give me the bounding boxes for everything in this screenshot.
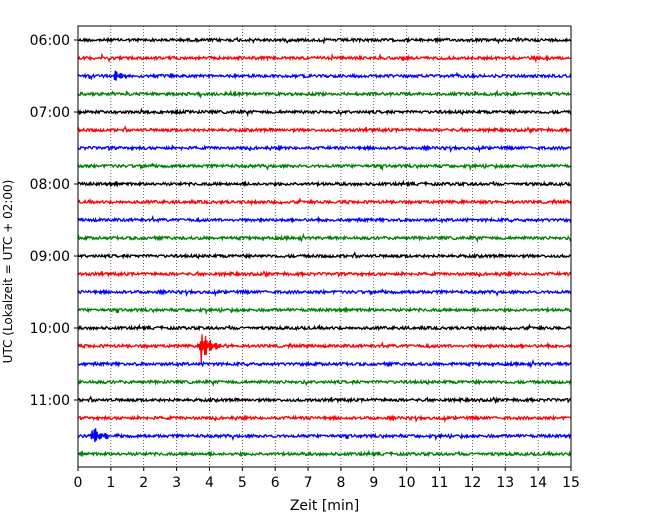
x-tick-label: 4 <box>205 475 214 491</box>
trace-1100 <box>77 395 572 405</box>
trace-0600 <box>78 36 571 45</box>
trace-0715 <box>77 125 572 134</box>
trace-0745 <box>77 162 572 172</box>
y-tick-label: 09:00 <box>30 249 70 265</box>
x-tick-label: 7 <box>304 475 313 491</box>
trace-1115 <box>77 413 572 424</box>
trace-0830 <box>77 214 572 224</box>
trace-0730 <box>77 143 572 154</box>
y-tick-label: 08:00 <box>30 177 70 193</box>
y-tick-label: 11:00 <box>30 393 70 409</box>
trace-0700 <box>77 107 572 118</box>
trace-0930 <box>77 288 572 298</box>
x-tick-label: 14 <box>529 475 547 491</box>
x-tick-label: 2 <box>139 475 148 491</box>
trace-0815 <box>77 197 572 207</box>
trace-1030 <box>77 358 572 370</box>
trace-0900 <box>77 251 572 260</box>
trace-0915 <box>77 269 572 279</box>
trace-1130 <box>77 428 572 443</box>
trace-1045 <box>77 378 572 388</box>
x-tick-label: 11 <box>431 475 449 491</box>
plot-area <box>78 26 571 467</box>
x-tick-label: 0 <box>74 475 83 491</box>
y-tick-label: 06:00 <box>30 33 70 49</box>
trace-0845 <box>77 232 572 244</box>
y-tick-label: 07:00 <box>30 105 70 121</box>
x-axis-ticks: 0 1 2 3 4 5 6 7 8 9 10 11 12 13 14 15 <box>74 467 580 491</box>
x-tick-label: 5 <box>238 475 247 491</box>
y-axis-label: UTC (Lokalzeit = UTC + 02:00) <box>1 180 15 364</box>
trace-0800 <box>77 179 572 188</box>
trace-1000 <box>77 323 572 333</box>
x-tick-label: 12 <box>463 475 481 491</box>
trace-0945 <box>77 306 572 316</box>
seismic-traces <box>77 36 572 458</box>
trace-0615 <box>77 52 572 64</box>
x-tick-label: 9 <box>369 475 378 491</box>
plot-frame <box>77 25 572 468</box>
trace-0630 <box>77 70 572 81</box>
x-tick-label: 3 <box>172 475 181 491</box>
x-tick-label: 10 <box>398 475 416 491</box>
x-tick-label: 8 <box>336 475 345 491</box>
trace-0645 <box>77 89 572 99</box>
x-tick-label: 15 <box>562 475 580 491</box>
y-axis-ticks: 06:00 07:00 08:00 09:00 10:00 11:00 <box>30 33 78 409</box>
x-axis-label: Zeit [min] <box>290 498 359 514</box>
x-tick-label: 1 <box>106 475 115 491</box>
x-tick-label: 6 <box>271 475 280 491</box>
trace-1015 <box>77 334 571 364</box>
y-tick-label: 10:00 <box>30 321 70 337</box>
x-tick-label: 13 <box>496 475 514 491</box>
trace-1145 <box>77 449 572 458</box>
